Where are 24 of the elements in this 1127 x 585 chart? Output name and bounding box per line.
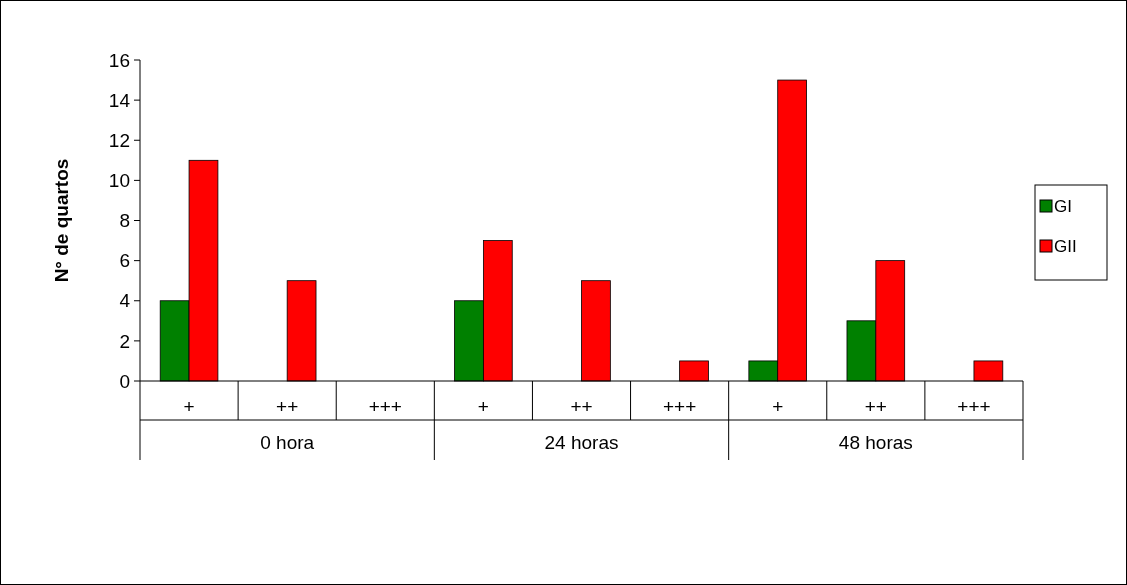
y-tick-label: 6	[119, 250, 130, 272]
x-tick-label: +++	[662, 395, 697, 417]
x-tick-label: +	[772, 395, 784, 417]
y-tick-label: 14	[108, 89, 131, 111]
y-tick-label: 4	[119, 290, 131, 312]
x-tick-label: +++	[957, 395, 991, 417]
x-tick-label: +	[477, 395, 489, 417]
y-axis-title: N° de quartos	[51, 158, 72, 283]
y-tick-label: 8	[119, 210, 130, 232]
legend-label: GI	[1054, 196, 1072, 216]
y-tick-label: 16	[108, 49, 130, 71]
y-tick-label: 2	[119, 330, 130, 352]
text: 0 hora	[260, 431, 315, 453]
text: 24 horas	[544, 431, 619, 453]
x-tick-label: +++	[368, 395, 402, 417]
x-tick-label: ++	[570, 395, 593, 417]
text: 48 horas	[838, 431, 913, 453]
y-tick-label: 10	[108, 170, 130, 192]
x-tick-label: +	[183, 395, 195, 417]
x-tick-label: ++	[276, 395, 299, 417]
legend-label: GII	[1054, 236, 1077, 256]
y-tick-label: 12	[108, 129, 130, 151]
x-tick-label: ++	[864, 395, 887, 417]
y-tick-label: 0	[119, 370, 130, 392]
